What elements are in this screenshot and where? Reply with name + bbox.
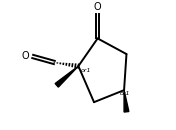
Text: or1: or1 (119, 91, 130, 96)
Polygon shape (124, 90, 129, 112)
Text: or1: or1 (81, 69, 91, 73)
Text: O: O (21, 51, 29, 61)
Polygon shape (55, 66, 78, 87)
Text: O: O (94, 2, 101, 12)
